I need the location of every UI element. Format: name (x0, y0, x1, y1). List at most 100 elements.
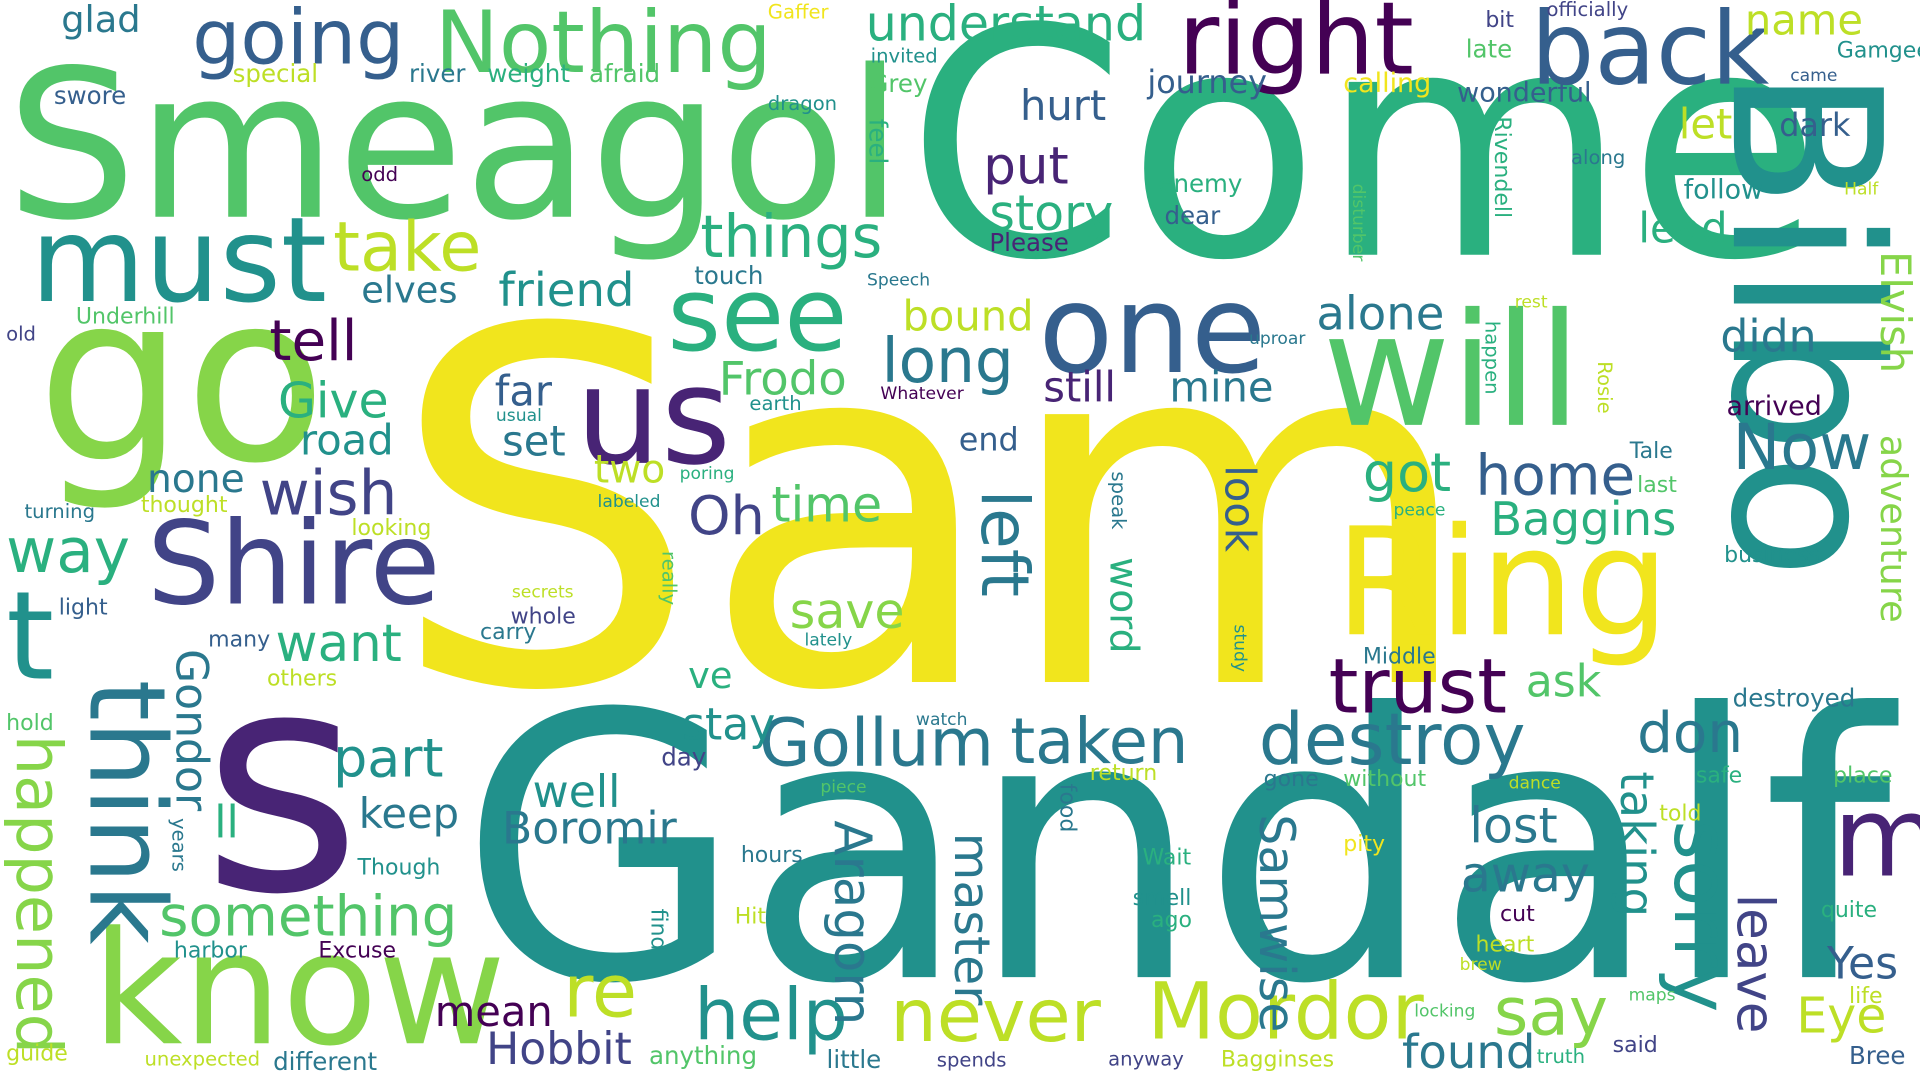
word-elvish: Elvish (1869, 251, 1919, 374)
word-frodo: Frodo (718, 351, 847, 406)
word-shire: Shire (146, 498, 441, 632)
word-last: last (1637, 472, 1677, 499)
word-along: along (1571, 145, 1626, 169)
word-t: t (6, 564, 55, 708)
word-looking: looking (351, 515, 432, 542)
word-take: take (333, 208, 482, 288)
word-mine: mine (1169, 363, 1274, 413)
word-lead: lead (1638, 204, 1728, 254)
word-poring: poring (679, 464, 735, 484)
word-swore: swore (53, 80, 127, 111)
word-stay: stay (682, 700, 776, 751)
word-day: day (661, 742, 707, 772)
word-destroyed: destroyed (1732, 683, 1856, 713)
word-away: away (1460, 847, 1590, 904)
word-spends: spends (936, 1048, 1007, 1072)
word-middle: Middle (1362, 644, 1436, 670)
word-mordor: Mordor (1147, 967, 1424, 1058)
word-set: set (502, 417, 566, 467)
word-place: place (1833, 762, 1893, 789)
word-way: way (6, 515, 130, 587)
word-really: really (657, 551, 681, 606)
word-business: business (1724, 542, 1821, 569)
word-hours: hours (740, 842, 803, 869)
word-dance: dance (1508, 773, 1561, 794)
word-journey: journey (1147, 64, 1267, 102)
word-aragorn: Aragorn (822, 820, 883, 1026)
word-come: Come (906, 0, 1823, 330)
word-food: food (1054, 783, 1081, 833)
word-ask: ask (1525, 657, 1602, 708)
word-bilbo: Bilbo (1684, 67, 1920, 580)
word-calling: calling (1343, 68, 1432, 100)
word-hit: Hit (734, 903, 767, 930)
word-happen: happen (1480, 320, 1504, 395)
word-eye: Eye (1796, 988, 1887, 1045)
word-told: told (1659, 800, 1702, 827)
word-m: m (1833, 783, 1920, 894)
word-earth: earth (749, 391, 802, 416)
word-cut: cut (1500, 901, 1535, 927)
word-right: right (1177, 0, 1414, 98)
word-usual: usual (495, 406, 542, 427)
word-secrets: secrets (511, 582, 574, 603)
word-ve: ve (688, 655, 733, 698)
word-must: must (30, 192, 327, 330)
word-time: time (771, 477, 883, 534)
word-two: two (593, 445, 666, 493)
word-sam: Sam (389, 228, 1478, 799)
word-officially: officially (1546, 0, 1629, 21)
word-invited: invited (870, 44, 938, 68)
word-back: back (1530, 0, 1770, 108)
word-dear: dear (1164, 200, 1221, 231)
word-unexpected: unexpected (144, 1046, 261, 1071)
word-please: Please (989, 227, 1069, 258)
word-well: well (532, 767, 621, 818)
word-smeagol: Smeagol (6, 25, 904, 266)
word-locking: locking (1414, 1001, 1476, 1022)
word-special: special (232, 58, 319, 89)
word-gaffer: Gaffer (767, 0, 829, 24)
word-tell: tell (269, 307, 358, 374)
word-wait: Wait (1142, 844, 1192, 871)
word-master: master (942, 832, 1000, 1006)
word-smell: smell (1132, 885, 1192, 912)
word-think: think (64, 679, 188, 945)
word-long: long (881, 325, 1014, 397)
word-sorry: sorry (1656, 820, 1747, 1013)
word-road: road (300, 416, 394, 466)
word-enemy: enemy (1158, 168, 1243, 199)
word-excuse: Excuse (318, 937, 397, 964)
word-re: re (563, 948, 638, 1035)
word-going: going (192, 0, 405, 83)
word-feel: feel (863, 118, 893, 165)
word-left: left (966, 489, 1044, 597)
word-maps: maps (1628, 985, 1676, 1006)
word-whole: whole (510, 603, 576, 630)
word-half: Half (1844, 180, 1879, 200)
word-wish: wish (259, 457, 398, 529)
word-many: many (208, 626, 271, 653)
word-others: others (266, 666, 338, 692)
word-labeled: labeled (597, 492, 661, 512)
word-odd: odd (361, 162, 399, 187)
word-life: life (1848, 983, 1883, 1009)
word-came: came (1790, 66, 1838, 86)
word-late: late (1465, 34, 1513, 64)
word-keep: keep (358, 789, 460, 839)
word-see: see (667, 254, 848, 375)
word-wonderful: wonderful (1457, 78, 1592, 109)
word-safe: safe (1695, 762, 1743, 789)
word-gandalf: Gandalf (459, 636, 1892, 1065)
word-name: name (1744, 0, 1863, 46)
word-different: different (273, 1046, 378, 1077)
word-bound: bound (902, 292, 1034, 342)
word-piece: piece (820, 777, 867, 798)
word-bree: Bree (1848, 1040, 1906, 1071)
word-thought: thought (140, 492, 228, 518)
word-will: will (1322, 280, 1582, 463)
word-harbor: harbor (173, 937, 247, 964)
word-go: go (36, 243, 327, 515)
word-adventure: adventure (1871, 434, 1914, 623)
